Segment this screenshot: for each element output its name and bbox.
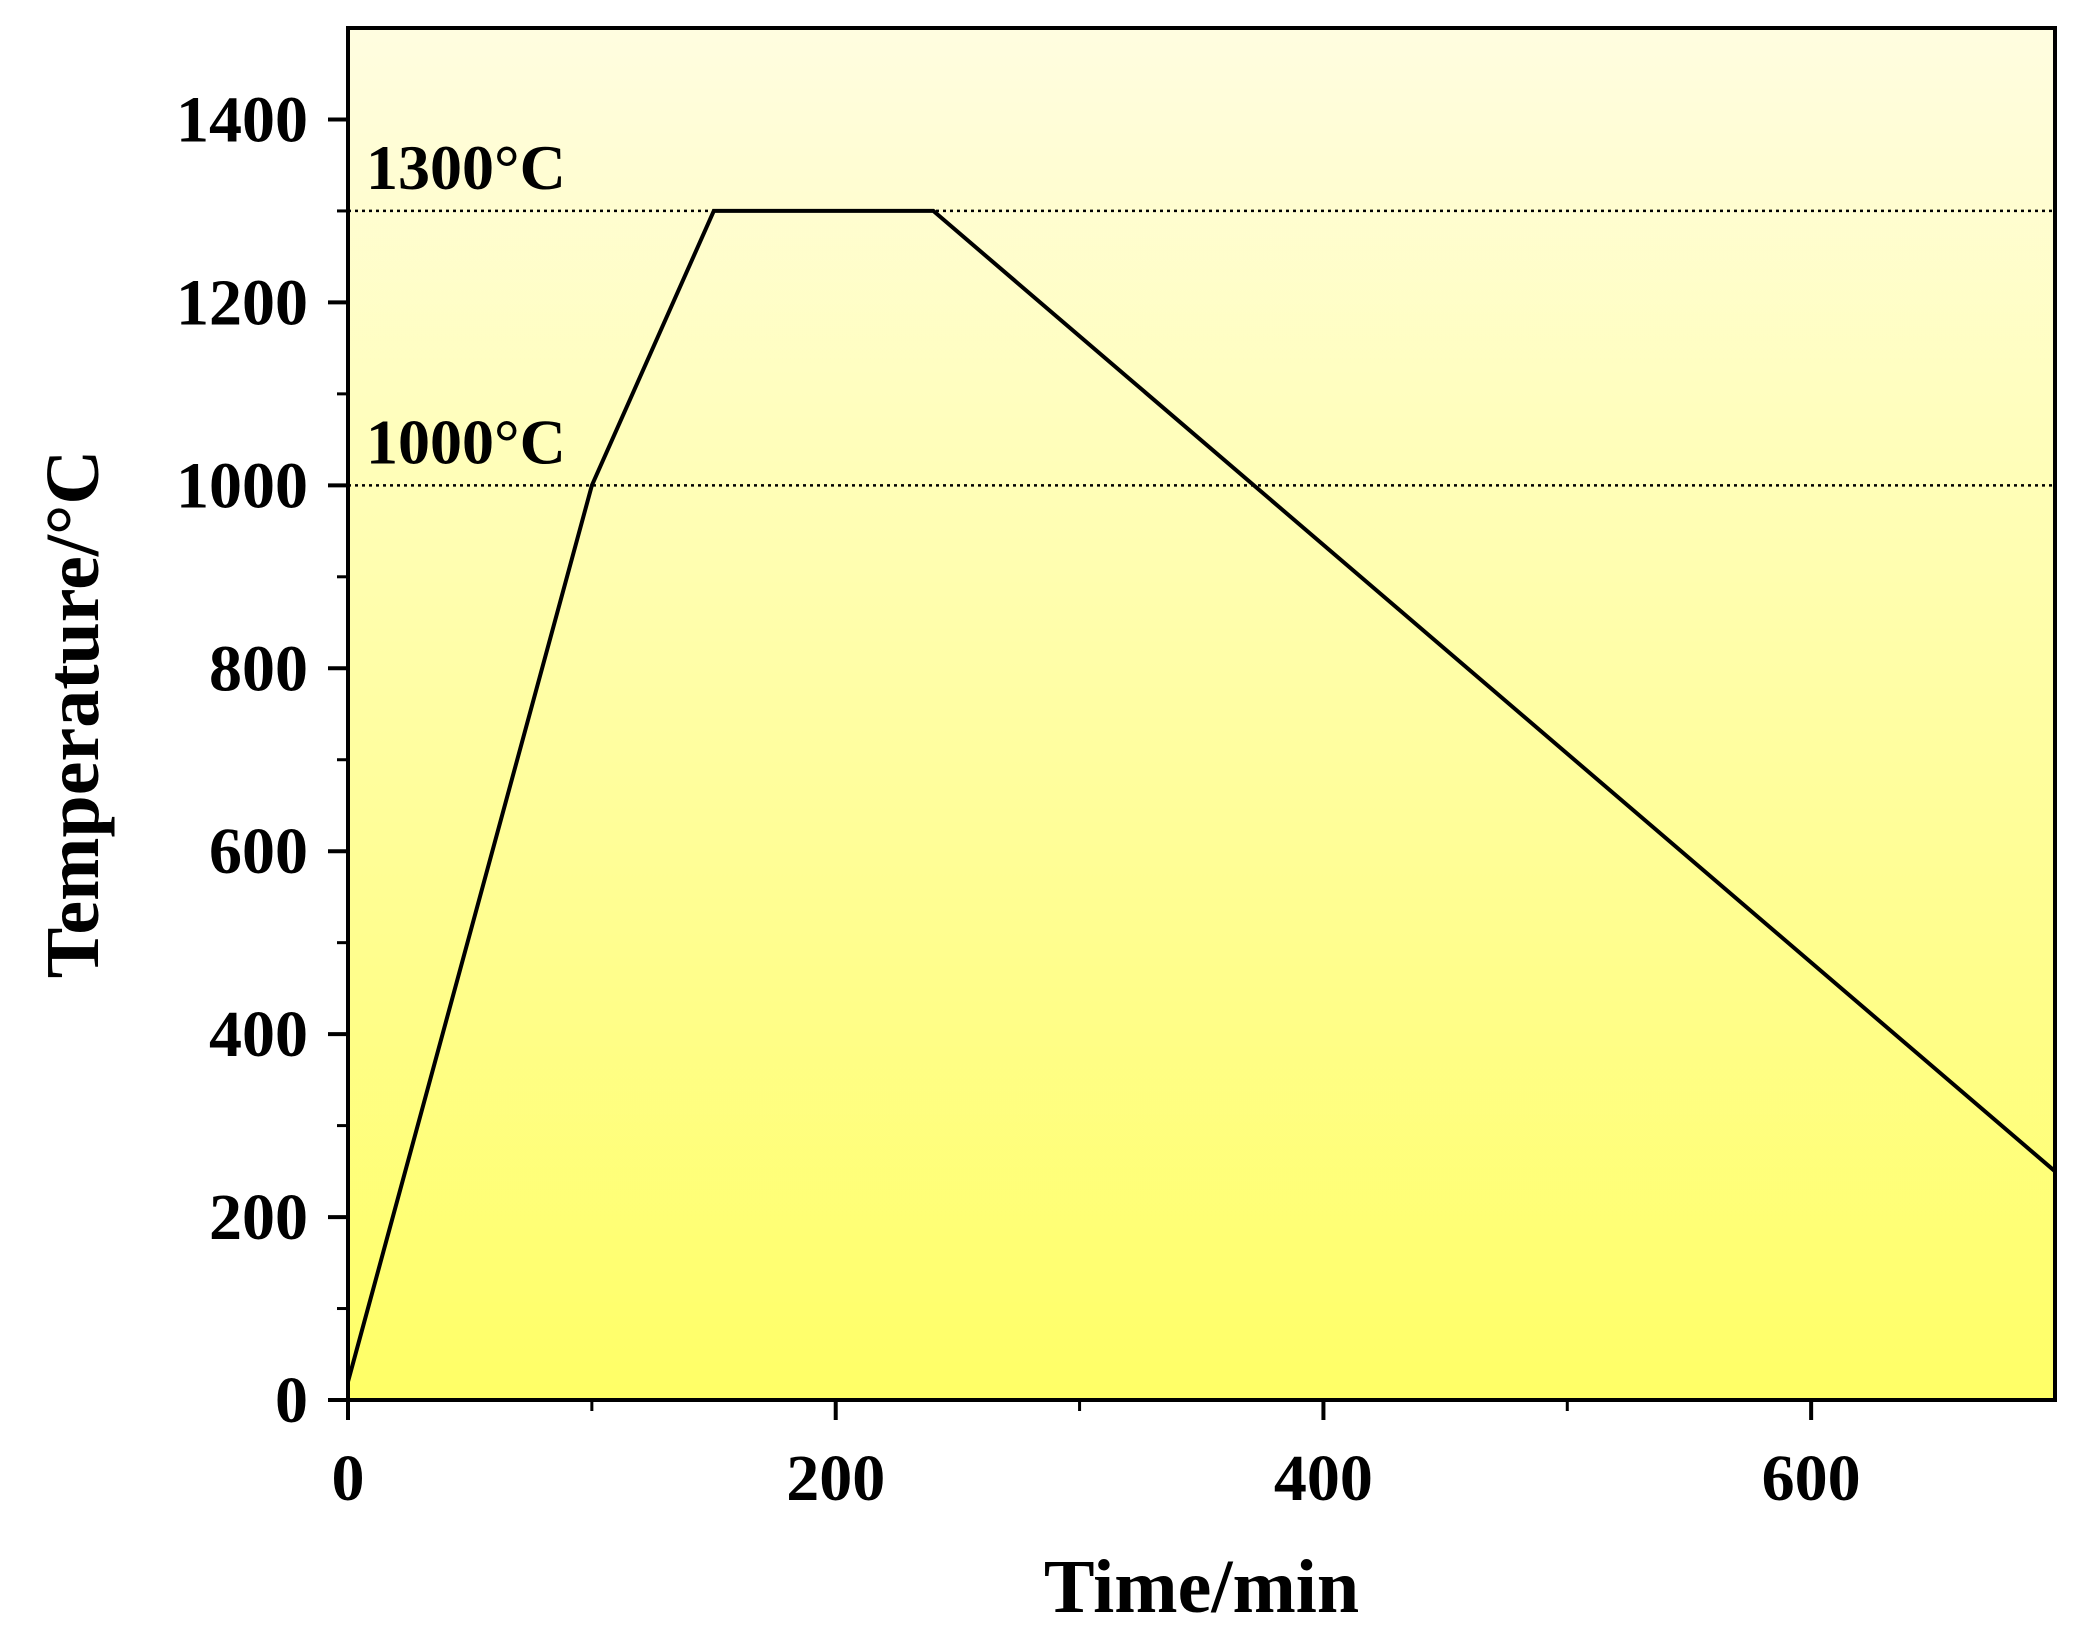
reference-label-1000: 1000°C	[366, 406, 566, 477]
y-tick-label: 200	[209, 1181, 308, 1254]
series-line-1	[346, 208, 2057, 1383]
x-tick-label: 400	[1274, 1442, 1373, 1515]
y-tick-label: 600	[209, 815, 308, 888]
x-tick-label: 0	[332, 1442, 365, 1515]
series-layer	[346, 208, 2057, 1383]
y-tick-label: 0	[275, 1364, 308, 1437]
y-tick-label: 1000	[176, 449, 308, 522]
reference-lines: 1300°C 1000°C	[348, 132, 2055, 487]
plot-background	[348, 28, 2055, 1400]
plot-frame	[346, 26, 2057, 1402]
x-axis-title: Time/min	[1044, 1545, 1359, 1629]
y-tick-label: 1400	[176, 83, 308, 156]
y-axis-title: Temperature/°C	[31, 450, 115, 979]
x-tick-label: 200	[786, 1442, 885, 1515]
reference-label-1300: 1300°C	[366, 132, 566, 203]
tick-labels-layer: 0 200 400 600 0 200 400 600 800 1000 1200 1400	[176, 83, 1861, 1515]
x-tick-label: 600	[1762, 1442, 1861, 1515]
y-tick-label: 800	[209, 632, 308, 705]
y-tick-label: 400	[209, 998, 308, 1071]
ticks-layer	[328, 117, 1814, 1420]
y-tick-label: 1200	[176, 266, 308, 339]
